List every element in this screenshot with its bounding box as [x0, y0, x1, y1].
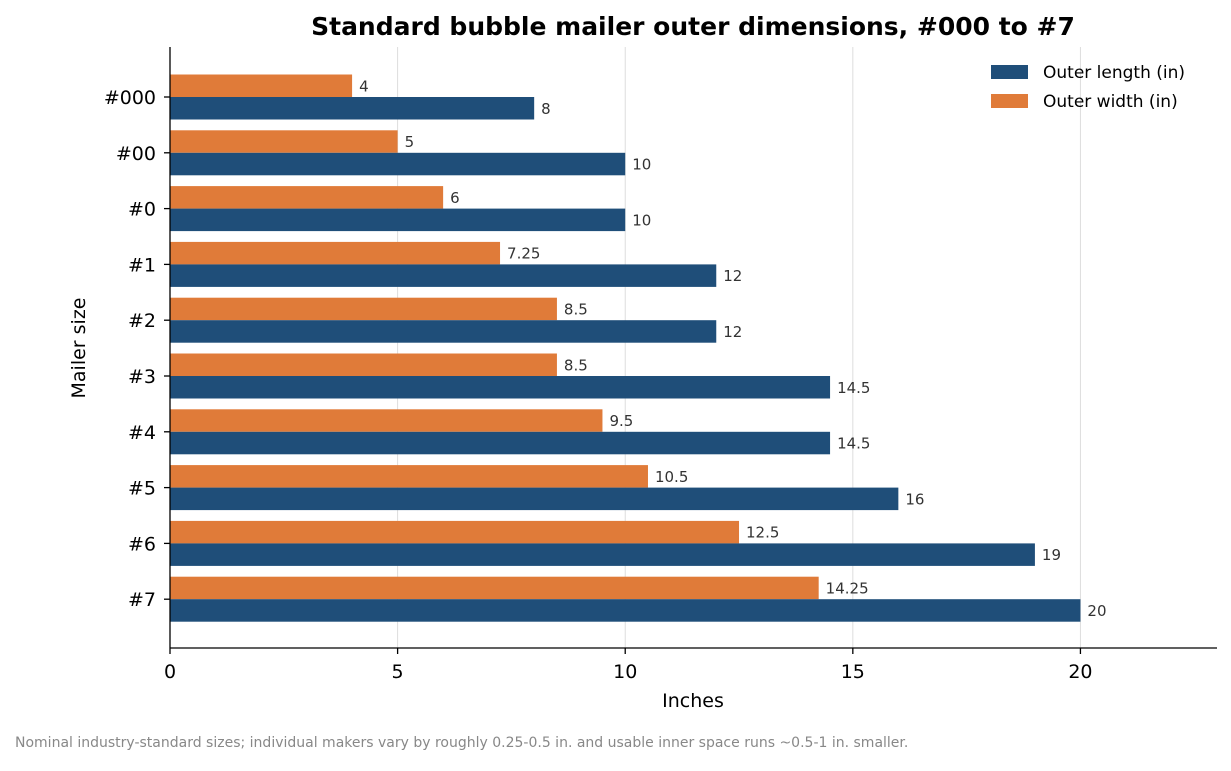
y-tick-label: #1	[128, 254, 156, 276]
bar-outer-length	[170, 376, 831, 399]
bar-outer-width	[170, 353, 557, 376]
y-tick-label: #3	[128, 366, 156, 388]
bar-outer-length	[170, 487, 899, 511]
y-tick-label: #00	[116, 143, 156, 165]
y-tick-label: #6	[128, 533, 156, 555]
legend-swatch	[991, 94, 1028, 108]
bar-outer-width	[170, 241, 501, 265]
legend-swatch	[991, 65, 1028, 79]
footnote: Nominal industry-standard sizes; individ…	[15, 735, 909, 751]
x-tick-label: 0	[164, 661, 176, 683]
bar-outer-length	[170, 599, 1081, 622]
y-axis-label: Mailer size	[68, 298, 90, 399]
y-tick-label: #5	[128, 478, 156, 500]
bar-outer-length	[170, 97, 535, 120]
bar-value-label-length: 10	[632, 211, 651, 229]
legend: Outer length (in) Outer width (in)	[991, 63, 1185, 112]
bar-value-label-length: 19	[1042, 546, 1061, 564]
y-tick-label: #0	[128, 199, 156, 221]
bar-outer-length	[170, 264, 717, 287]
x-tick-label: 20	[1068, 661, 1092, 683]
x-tick-label: 15	[841, 661, 865, 683]
bar-value-label-length: 16	[905, 490, 924, 508]
bar-outer-width	[170, 186, 444, 209]
bar-value-label-length: 10	[632, 156, 651, 174]
bar-value-label-length: 8	[541, 100, 551, 118]
bar-value-label-width: 14.25	[826, 579, 869, 597]
bar-outer-width	[170, 520, 740, 544]
bar-value-label-width: 6	[450, 189, 460, 207]
bar-value-label-width: 7.25	[507, 245, 540, 263]
chart-title: Standard bubble mailer outer dimensions,…	[311, 12, 1075, 41]
bar-outer-width	[170, 465, 648, 488]
bar-value-label-length: 20	[1087, 602, 1106, 620]
bar-outer-length	[170, 208, 626, 232]
legend-label: Outer width (in)	[1043, 92, 1178, 112]
x-tick-label: 10	[613, 661, 637, 683]
bar-outer-width	[170, 409, 603, 432]
bar-value-label-width: 8.5	[564, 300, 588, 318]
x-axis-label: Inches	[662, 690, 724, 712]
bar-outer-length	[170, 320, 717, 343]
bar-value-label-width: 10.5	[655, 468, 688, 486]
y-tick-label: #000	[104, 87, 156, 109]
legend-label: Outer length (in)	[1043, 63, 1185, 83]
y-tick-label: #2	[128, 310, 156, 332]
axes: #000 #00 #0 #1 #2 #3 #4 #5 #6 #7 0 5 10 15 20	[104, 47, 1217, 683]
bar-outer-length	[170, 152, 626, 176]
bar-value-label-width: 5	[405, 133, 415, 151]
bar-value-label-width: 9.5	[609, 412, 633, 430]
bar-outer-length	[170, 431, 831, 455]
bar-value-label-length: 14.5	[837, 435, 870, 453]
x-tick-label: 5	[392, 661, 404, 683]
bar-outer-length	[170, 543, 1035, 566]
y-tick-label: #7	[128, 589, 156, 611]
bar-value-label-width: 8.5	[564, 356, 588, 374]
bar-outer-width	[170, 297, 557, 321]
bar-value-label-length: 12	[723, 267, 742, 285]
bar-value-label-length: 14.5	[837, 379, 870, 397]
bar-value-label-width: 12.5	[746, 524, 779, 542]
bar-outer-width	[170, 130, 398, 153]
bar-outer-width	[170, 74, 353, 97]
bars	[170, 74, 1081, 622]
bar-value-label-width: 4	[359, 77, 369, 95]
y-tick-label: #4	[128, 422, 156, 444]
bar-outer-width	[170, 576, 819, 600]
bar-labels: 4 8 5 10 6 10 7.25 12 8.5 12 8.5 14.5 9.5 14.5 10.5 16 1…	[359, 77, 1106, 620]
bar-value-label-length: 12	[723, 323, 742, 341]
